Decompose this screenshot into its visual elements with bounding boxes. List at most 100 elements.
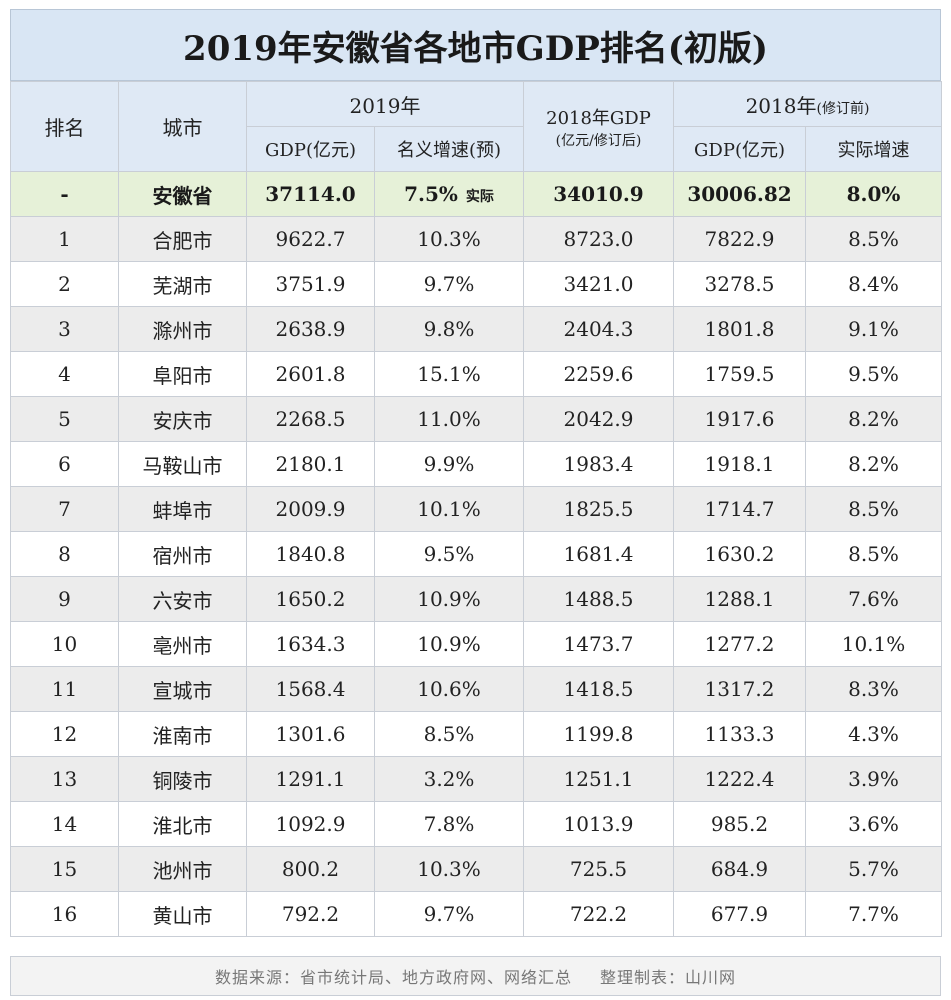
cell-gdp2018-original: 684.9	[673, 846, 806, 892]
cell-city: 安庆市	[118, 396, 247, 442]
cell-rank: 8	[10, 531, 119, 577]
table-row: 3 滁州市 2638.9 9.8% 2404.3 1801.8 9.1%	[10, 306, 942, 352]
cell-growth2019: 9.8%	[374, 306, 524, 352]
cell-growth2019: 3.2%	[374, 756, 524, 802]
cell-growth2019: 11.0%	[374, 396, 524, 442]
cell-gdp2018-original: 1918.1	[673, 441, 806, 487]
cell-gdp2018-original: 985.2	[673, 801, 806, 847]
cell-gdp2018-revised: 722.2	[523, 891, 674, 937]
cell-growth2019: 10.3%	[374, 846, 524, 892]
cell-city: 合肥市	[118, 216, 247, 262]
cell-gdp2018-original: 1759.5	[673, 351, 806, 397]
table-row: 8 宿州市 1840.8 9.5% 1681.4 1630.2 8.5%	[10, 531, 942, 577]
table-row: 1 合肥市 9622.7 10.3% 8723.0 7822.9 8.5%	[10, 216, 942, 262]
province-growth2019: 7.5% 实际	[374, 171, 524, 217]
header-gdp2018-revised: 2018年GDP (亿元/修订后)	[523, 81, 674, 172]
header-gdp2019: GDP(亿元)	[246, 126, 375, 172]
cell-rank: 6	[10, 441, 119, 487]
footer-maker: 整理制表：山川网	[600, 968, 737, 987]
cell-growth2018: 5.7%	[805, 846, 942, 892]
table-row: 4 阜阳市 2601.8 15.1% 2259.6 1759.5 9.5%	[10, 351, 942, 397]
cell-gdp2018-original: 1133.3	[673, 711, 806, 757]
cell-gdp2018-original: 7822.9	[673, 216, 806, 262]
cell-gdp2018-original: 1801.8	[673, 306, 806, 352]
cell-gdp2018-original: 1630.2	[673, 531, 806, 577]
table-row: 9 六安市 1650.2 10.9% 1488.5 1288.1 7.6%	[10, 576, 942, 622]
table-row: 11 宣城市 1568.4 10.6% 1418.5 1317.2 8.3%	[10, 666, 942, 712]
cell-rank: 4	[10, 351, 119, 397]
table-row: 2 芜湖市 3751.9 9.7% 3421.0 3278.5 8.4%	[10, 261, 942, 307]
header-rank: 排名	[10, 81, 119, 172]
cell-gdp2019: 2268.5	[246, 396, 375, 442]
cell-gdp2018-revised: 1013.9	[523, 801, 674, 847]
cell-gdp2019: 2180.1	[246, 441, 375, 487]
cell-growth2019: 9.9%	[374, 441, 524, 487]
table-row: 12 淮南市 1301.6 8.5% 1199.8 1133.3 4.3%	[10, 711, 942, 757]
cell-growth2018: 3.9%	[805, 756, 942, 802]
header-gdp2018-original: GDP(亿元)	[673, 126, 806, 172]
province-row: - 安徽省 37114.0 7.5% 实际 34010.9 30006.82 8.…	[10, 171, 942, 217]
cell-gdp2019: 1568.4	[246, 666, 375, 712]
cell-gdp2018-revised: 725.5	[523, 846, 674, 892]
cell-city: 亳州市	[118, 621, 247, 667]
cell-rank: 10	[10, 621, 119, 667]
header-gdp2018-revised-line1: 2018年GDP	[546, 107, 651, 129]
cell-rank: 1	[10, 216, 119, 262]
province-rank: -	[10, 171, 119, 217]
cell-gdp2018-revised: 1473.7	[523, 621, 674, 667]
cell-rank: 7	[10, 486, 119, 532]
cell-city: 阜阳市	[118, 351, 247, 397]
cell-gdp2018-revised: 2404.3	[523, 306, 674, 352]
province-name: 安徽省	[118, 171, 247, 217]
province-growth2019-value: 7.5%	[404, 182, 458, 206]
cell-gdp2018-revised: 1251.1	[523, 756, 674, 802]
cell-city: 马鞍山市	[118, 441, 247, 487]
cell-city: 宣城市	[118, 666, 247, 712]
cell-gdp2018-original: 677.9	[673, 891, 806, 937]
cell-growth2019: 9.7%	[374, 891, 524, 937]
cell-gdp2019: 1650.2	[246, 576, 375, 622]
cell-city: 六安市	[118, 576, 247, 622]
cell-city: 黄山市	[118, 891, 247, 937]
header-2019: 2019年	[246, 81, 524, 127]
cell-gdp2018-revised: 1983.4	[523, 441, 674, 487]
cell-rank: 11	[10, 666, 119, 712]
cell-gdp2019: 1301.6	[246, 711, 375, 757]
cell-city: 宿州市	[118, 531, 247, 577]
cell-gdp2019: 1634.3	[246, 621, 375, 667]
cell-growth2018: 7.7%	[805, 891, 942, 937]
cell-gdp2018-revised: 1681.4	[523, 531, 674, 577]
province-gdp2018-revised: 34010.9	[523, 171, 674, 217]
cell-growth2019: 10.6%	[374, 666, 524, 712]
cell-growth2018: 9.1%	[805, 306, 942, 352]
cell-gdp2018-revised: 2042.9	[523, 396, 674, 442]
cell-gdp2018-original: 1317.2	[673, 666, 806, 712]
header-growth2018: 实际增速	[805, 126, 942, 172]
cell-growth2018: 8.2%	[805, 441, 942, 487]
cell-rank: 3	[10, 306, 119, 352]
cell-gdp2018-original: 1917.6	[673, 396, 806, 442]
cell-city: 蚌埠市	[118, 486, 247, 532]
cell-growth2018: 8.5%	[805, 216, 942, 262]
cell-gdp2018-revised: 1199.8	[523, 711, 674, 757]
cell-growth2018: 8.4%	[805, 261, 942, 307]
header-city: 城市	[118, 81, 247, 172]
province-growth2018: 8.0%	[805, 171, 942, 217]
header-2018-original-note: (修订前)	[816, 100, 870, 117]
table-row: 16 黄山市 792.2 9.7% 722.2 677.9 7.7%	[10, 891, 942, 937]
table-title: 2019年安徽省各地市GDP排名(初版)	[10, 9, 941, 81]
header-row-1: 排名 城市 2019年 2018年GDP (亿元/修订后) 2018年(修订前)	[10, 81, 942, 172]
cell-gdp2019: 9622.7	[246, 216, 375, 262]
cell-rank: 12	[10, 711, 119, 757]
cell-gdp2018-revised: 1418.5	[523, 666, 674, 712]
footer: 数据来源：省市统计局、地方政府网、网络汇总 整理制表：山川网	[10, 956, 941, 996]
cell-rank: 9	[10, 576, 119, 622]
cell-gdp2018-revised: 1488.5	[523, 576, 674, 622]
cell-gdp2019: 2601.8	[246, 351, 375, 397]
cell-growth2019: 7.8%	[374, 801, 524, 847]
cell-gdp2019: 800.2	[246, 846, 375, 892]
cell-city: 淮南市	[118, 711, 247, 757]
table-row: 5 安庆市 2268.5 11.0% 2042.9 1917.6 8.2%	[10, 396, 942, 442]
gdp-table: 排名 城市 2019年 2018年GDP (亿元/修订后) 2018年(修订前)…	[10, 81, 942, 937]
cell-growth2018: 9.5%	[805, 351, 942, 397]
